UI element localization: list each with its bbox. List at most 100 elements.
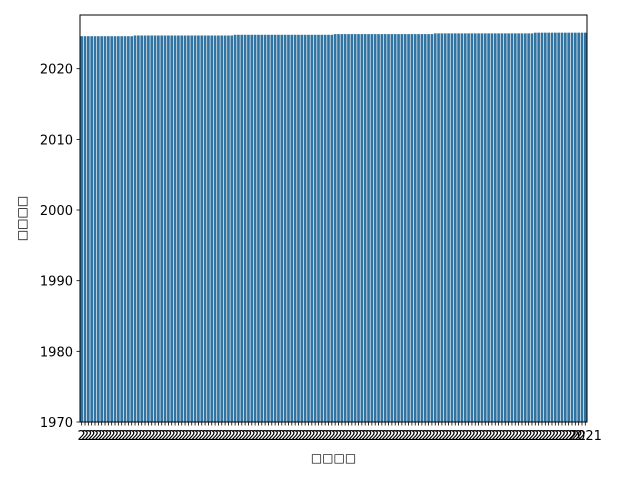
bar [467, 33, 470, 423]
x-tick-label: 2 [271, 429, 279, 444]
bar [83, 36, 87, 422]
bar [493, 33, 497, 423]
x-tick-label: 2 [561, 429, 569, 444]
x-tick-label: 2 [371, 429, 379, 444]
bar [377, 34, 380, 422]
x-tick-label: 2 [281, 429, 289, 444]
x-tick-label: 2 [321, 429, 329, 444]
x-tick-label: 2 [121, 429, 129, 444]
x-tick-label: 2 [578, 429, 586, 444]
x-tick-label: 2021 [569, 429, 602, 444]
x-tick-label: 2 [191, 429, 199, 444]
bar [253, 34, 257, 422]
bar [223, 35, 227, 423]
x-tick-label: 2 [111, 429, 119, 444]
x-tick-label: 2 [184, 429, 192, 444]
bar [167, 35, 170, 423]
bar [90, 36, 94, 422]
x-tick-label: 2 [524, 429, 532, 444]
x-tick-label: 2 [268, 429, 276, 444]
x-tick-label: 2 [361, 429, 369, 444]
x-tick-label: 2 [308, 429, 316, 444]
bar [510, 33, 514, 423]
bar [300, 34, 304, 422]
x-tick-label: 2 [531, 429, 539, 444]
bar [390, 34, 394, 422]
bar [273, 34, 277, 422]
x-tick-label: 2 [174, 429, 182, 444]
x-tick-label: 2 [164, 429, 172, 444]
x-tick-label: 2 [218, 429, 226, 444]
x-tick-label: 2 [334, 429, 342, 444]
bar [443, 33, 447, 423]
bar [457, 33, 460, 423]
bar [557, 32, 560, 422]
x-tick-label: 2 [468, 429, 476, 444]
bar [210, 35, 214, 423]
x-tick-label: 2 [328, 429, 336, 444]
bar [400, 34, 404, 422]
bar [183, 35, 187, 423]
x-tick-label: 2 [151, 429, 159, 444]
x-tick-label: 2 [388, 429, 396, 444]
bar [263, 34, 267, 422]
bar [313, 34, 317, 422]
x-tick-label: 2 [78, 429, 86, 444]
bar [243, 34, 247, 422]
bar [140, 35, 144, 423]
y-tick-label: 2020 [40, 63, 73, 78]
x-tick-label: 2 [504, 429, 512, 444]
bar [383, 34, 387, 422]
x-tick-label: 2 [158, 429, 166, 444]
x-tick-label: 2 [154, 429, 162, 444]
bar [447, 33, 450, 423]
bar [327, 34, 330, 422]
x-tick-label: 2 [441, 429, 449, 444]
bar [567, 32, 570, 422]
bar [373, 34, 377, 422]
bar [497, 33, 500, 423]
bar [437, 33, 440, 423]
x-tick-label: 2 [274, 429, 282, 444]
x-tick-label: 2 [438, 429, 446, 444]
bar [537, 32, 540, 422]
bar [80, 36, 83, 422]
bars-group [80, 32, 587, 423]
bar [387, 34, 390, 422]
bar [573, 32, 577, 422]
x-tick-label: 2 [571, 429, 579, 444]
bar [270, 34, 274, 422]
bar [517, 33, 520, 423]
bar [533, 32, 537, 422]
x-tick-label: 2 [248, 429, 256, 444]
bar [120, 36, 124, 422]
x-tick-label: 2 [494, 429, 502, 444]
bar [93, 36, 97, 422]
x-tick-label: 2 [545, 429, 553, 444]
x-tick-label: 2 [251, 429, 259, 444]
x-tick-label: 2 [198, 429, 206, 444]
x-tick-label: 2 [414, 429, 422, 444]
y-axis-label: □□□□ [15, 196, 29, 241]
x-tick-label: 2 [124, 429, 132, 444]
x-tick-label: 2 [238, 429, 246, 444]
x-tick-label: 2 [241, 429, 249, 444]
bar [127, 36, 130, 422]
bar [350, 34, 354, 422]
bar [490, 33, 494, 423]
x-ticks-group: 2222222222222222222222222222222222222222… [78, 422, 602, 444]
bar [367, 34, 370, 422]
x-tick-label: 2 [91, 429, 99, 444]
bar [287, 34, 290, 422]
x-tick-label: 2 [244, 429, 252, 444]
x-axis-label: □□□□ [311, 451, 356, 465]
x-tick-label: 2 [548, 429, 556, 444]
bar [147, 35, 150, 423]
bar [113, 36, 117, 422]
bar [337, 34, 340, 422]
x-tick-label: 2 [368, 429, 376, 444]
bar [380, 34, 384, 422]
bar [303, 34, 307, 422]
bar [540, 32, 544, 422]
bar [483, 33, 487, 423]
